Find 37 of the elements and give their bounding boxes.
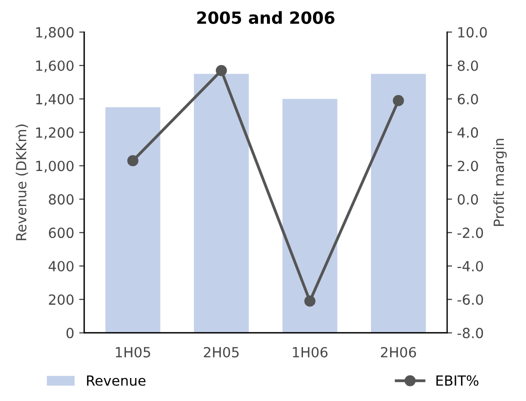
y2-tick-label: -6.0 bbox=[458, 294, 483, 305]
x-tick-label: 1H05 bbox=[116, 346, 150, 358]
y2-tick-label: 4.0 bbox=[458, 127, 478, 138]
y-tick-label: 1,200 bbox=[36, 127, 74, 140]
point bbox=[127, 155, 138, 166]
y-tick-label: 600 bbox=[48, 228, 74, 238]
bar bbox=[282, 98, 338, 333]
y2-tick-label: -8.0 bbox=[458, 328, 483, 338]
y2-tick-label: 8.0 bbox=[458, 60, 478, 71]
y-tick-label: 400 bbox=[48, 260, 74, 272]
y2-tick-label: -4.0 bbox=[458, 260, 483, 272]
y-tick-label: 200 bbox=[48, 294, 74, 305]
legend-label: Revenue bbox=[87, 375, 146, 386]
y-tick-label: 1,800 bbox=[36, 27, 74, 39]
point bbox=[392, 95, 404, 106]
bar bbox=[370, 74, 426, 333]
point bbox=[304, 296, 316, 307]
y2-tick-label: 2.0 bbox=[458, 160, 478, 172]
chart-title: 2005 and 2006 bbox=[197, 11, 334, 24]
x-tick-label: 1H06 bbox=[292, 346, 328, 358]
y-tick-label: 0 bbox=[66, 328, 74, 338]
y2-axis-title: Profit margin bbox=[493, 138, 507, 226]
bar bbox=[105, 107, 160, 333]
legend-label: EBIT% bbox=[436, 375, 478, 386]
point bbox=[216, 64, 227, 76]
y-tick-label: 800 bbox=[48, 194, 74, 205]
x-tick-label: 2H06 bbox=[380, 346, 416, 358]
y2-tick-label: -2.0 bbox=[458, 228, 483, 238]
bar bbox=[194, 74, 249, 333]
y2-tick-label: 10.0 bbox=[458, 27, 487, 38]
y-tick-label: 1,600 bbox=[36, 60, 74, 72]
x-tick-label: 2H05 bbox=[204, 346, 239, 358]
y-tick-label: 1,000 bbox=[36, 160, 74, 173]
y-tick-label: 1,400 bbox=[36, 94, 74, 106]
y2-tick-label: 0.0 bbox=[458, 194, 478, 205]
y2-tick-label: 6.0 bbox=[458, 94, 478, 104]
y-axis-title: Revenue (DKKm) bbox=[16, 124, 28, 240]
